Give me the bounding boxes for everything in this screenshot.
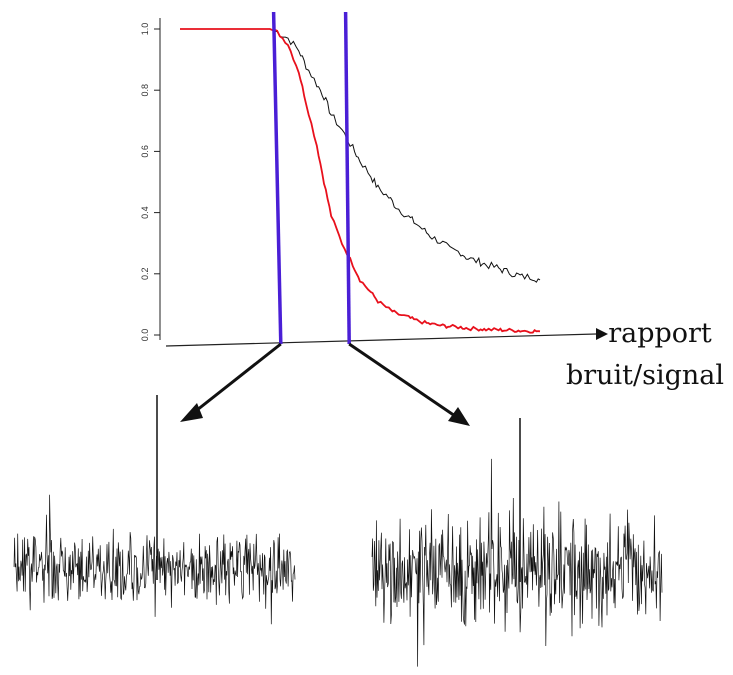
series-lines bbox=[180, 28, 541, 334]
y-tick-label: 0.0 bbox=[140, 329, 150, 342]
inset-right bbox=[371, 418, 663, 667]
noise-signal-insets bbox=[13, 395, 663, 667]
threshold-line-2 bbox=[343, 11, 351, 345]
y-tick-label: 0.6 bbox=[140, 145, 150, 158]
x-axis bbox=[165, 333, 597, 347]
y-tick-label: 0.2 bbox=[140, 268, 150, 281]
noise-trace bbox=[371, 458, 663, 667]
arrow-left-shaft bbox=[191, 342, 282, 416]
inset-left bbox=[13, 395, 296, 625]
y-tick-label: 0.4 bbox=[140, 206, 150, 219]
arrows bbox=[180, 342, 470, 426]
arrow-right-head bbox=[448, 407, 470, 426]
y-tick-labels: 0.0 0.2 0.4 0.6 0.8 1.0 bbox=[140, 23, 160, 342]
x-axis-label-line2: bruit/signal bbox=[566, 360, 724, 391]
y-tick-label: 1.0 bbox=[140, 23, 150, 36]
arrow-right-shaft bbox=[348, 342, 459, 420]
noise-trace bbox=[13, 494, 296, 625]
x-axis-arrowhead bbox=[596, 328, 608, 340]
y-tick-label: 0.8 bbox=[140, 84, 150, 97]
arrow-left-head bbox=[180, 403, 203, 422]
threshold-line-1 bbox=[271, 11, 283, 345]
x-axis-label-line1: rapport bbox=[608, 318, 712, 349]
plot-axes bbox=[159, 18, 608, 347]
series-line-2 bbox=[180, 28, 541, 334]
series-line-1 bbox=[180, 28, 541, 283]
threshold-lines bbox=[271, 11, 351, 345]
